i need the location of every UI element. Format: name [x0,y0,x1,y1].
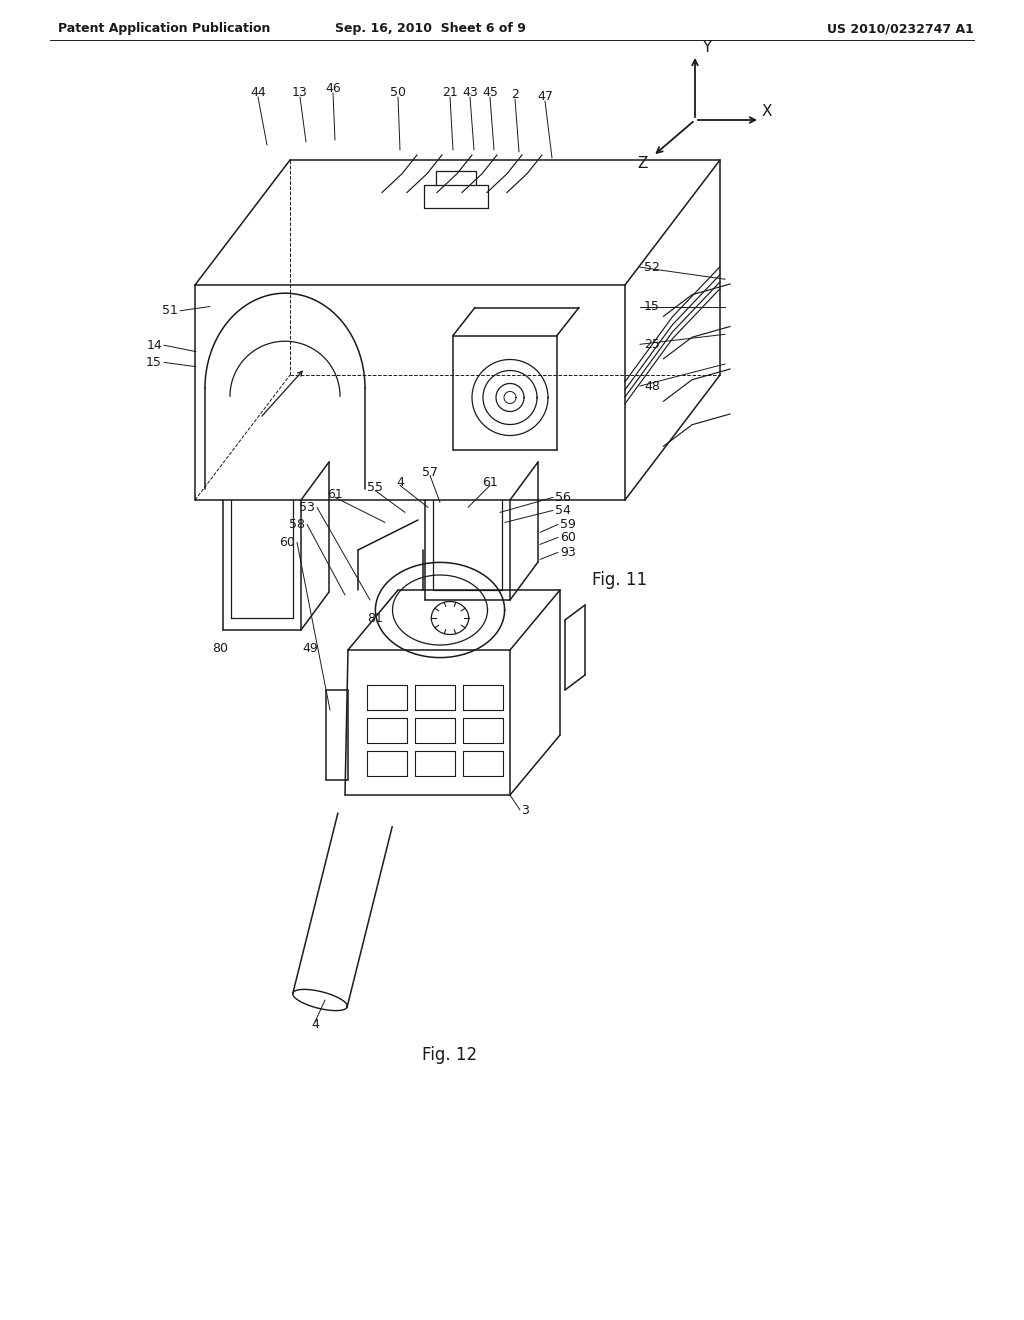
Text: 15: 15 [644,300,659,313]
Text: 50: 50 [390,87,406,99]
Text: 14: 14 [146,339,162,351]
Text: 61: 61 [327,488,343,500]
Text: 58: 58 [289,517,305,531]
Text: 2: 2 [511,88,519,102]
Text: 60: 60 [560,531,575,544]
Text: 15: 15 [146,356,162,368]
Text: 55: 55 [367,480,383,494]
Text: Fig. 11: Fig. 11 [593,572,647,589]
Text: 80: 80 [212,642,228,655]
Text: 46: 46 [326,82,341,95]
Text: 60: 60 [280,536,295,549]
Text: 4: 4 [396,477,403,488]
Text: 61: 61 [482,477,498,488]
Text: 4: 4 [311,1019,318,1031]
Text: 53: 53 [299,500,315,513]
Text: 49: 49 [302,642,317,655]
Text: US 2010/0232747 A1: US 2010/0232747 A1 [826,22,974,36]
Text: 25: 25 [644,338,659,351]
Text: 44: 44 [250,87,266,99]
Text: 21: 21 [442,87,458,99]
Text: 81: 81 [367,611,383,624]
Text: 48: 48 [644,380,659,392]
Text: X: X [762,104,772,120]
Text: 56: 56 [555,491,570,504]
Text: 93: 93 [560,546,575,558]
Text: 57: 57 [422,466,438,479]
Text: 3: 3 [521,804,529,817]
Text: 47: 47 [537,91,553,103]
Text: 43: 43 [462,87,478,99]
Text: 45: 45 [482,87,498,99]
Text: 51: 51 [162,305,178,317]
Text: 59: 59 [560,517,575,531]
Text: Y: Y [702,41,712,55]
Text: 52: 52 [644,261,659,273]
Text: Z: Z [638,157,648,172]
Text: Patent Application Publication: Patent Application Publication [58,22,270,36]
Text: Fig. 12: Fig. 12 [423,1045,477,1064]
Text: 13: 13 [292,87,308,99]
Text: Sep. 16, 2010  Sheet 6 of 9: Sep. 16, 2010 Sheet 6 of 9 [335,22,525,36]
Text: 54: 54 [555,504,570,517]
